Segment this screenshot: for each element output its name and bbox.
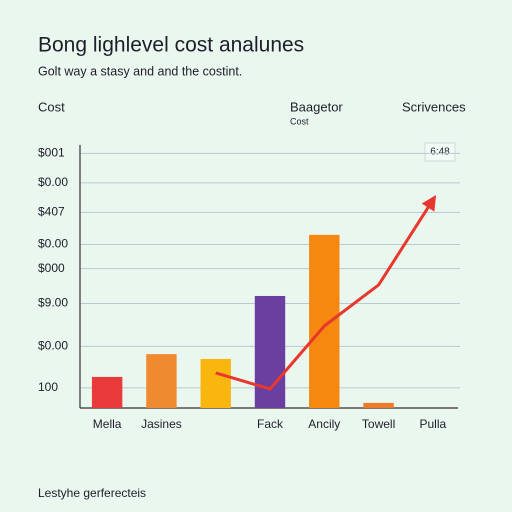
legend-label: Baagetor [290,99,343,114]
annotation: Cost [290,116,309,126]
chart-title: Bong lighlevel cost analunes [38,34,304,57]
x-tick-label: Mella [93,417,122,431]
y-tick-label: 100 [38,380,58,394]
y-tick-label: $0.00 [38,175,68,189]
y-tick-label: $0.00 [38,237,68,251]
x-tick-label: Towell [362,417,395,431]
bar [91,376,123,408]
bar [309,234,340,408]
y-axis-label: Cost [38,99,65,114]
y-tick-label: $000 [38,261,65,275]
y-tick-label: $407 [38,205,65,219]
x-tick-label: Ancily [308,417,340,431]
footer: Lestyhe gerferecteis [38,486,146,500]
y-tick-label: $0.00 [38,339,68,353]
bar [200,358,231,408]
annotation: 6:48 [430,147,450,158]
legend-label: Scrivences [402,99,466,114]
bar [254,295,286,408]
x-tick-label: Pulla [420,417,447,431]
y-tick-label: $001 [38,146,65,160]
y-tick-label: $9.00 [38,296,68,310]
chart-subtitle: Golt way a stasy and and the costint. [38,64,242,78]
x-tick-label: Jasines [141,417,182,431]
line [215,194,437,391]
bar [363,402,394,408]
x-tick-label: Fack [257,417,284,431]
annotation-box [424,142,456,162]
bar [146,354,177,408]
